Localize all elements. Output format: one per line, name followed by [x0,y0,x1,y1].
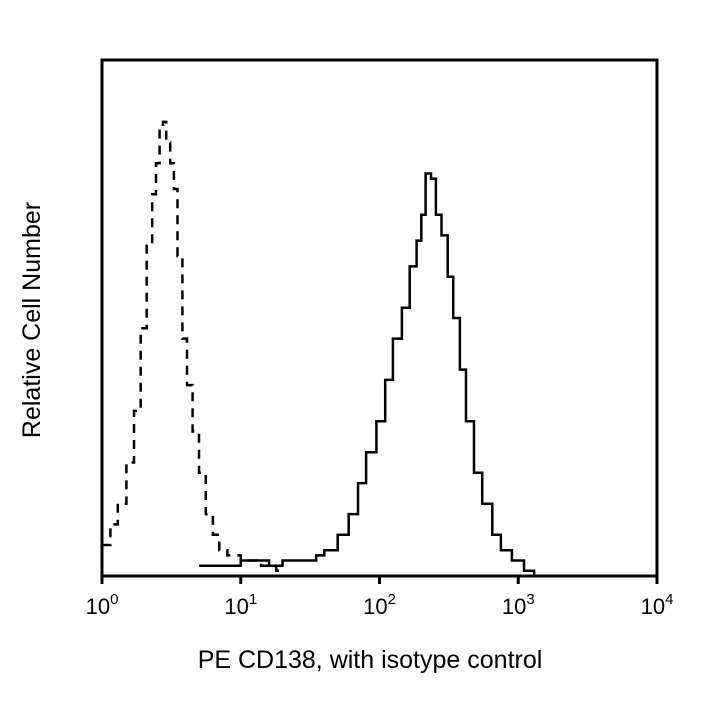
x-axis-ticks [100,576,659,584]
y-axis-title: Relative Cell Number [18,202,46,438]
x-tick-label-base: 10 [86,594,110,619]
x-tick-label-exponent: 1 [249,591,257,608]
x-tick-label-exponent: 2 [388,591,396,608]
plot-frame [100,58,659,578]
x-tick-label: 103 [502,591,535,619]
x-tick-label: 104 [641,591,674,619]
x-tick-label-base: 10 [224,594,248,619]
x-tick-label-exponent: 4 [665,591,673,608]
x-tick-label-base: 10 [641,594,665,619]
series-group [102,120,536,576]
x-tick-label-exponent: 0 [110,591,118,608]
x-tick-label-exponent: 3 [526,591,534,608]
x-axis-tick-labels: 100 101 102 103 104 [86,591,674,619]
x-tick-label-base: 10 [363,594,387,619]
x-axis-title: PE CD138, with isotype control [198,646,543,674]
x-tick-label: 102 [363,591,396,619]
pe-cd138-line [199,172,536,576]
x-tick-label: 100 [86,591,119,619]
isotype-control-line [102,120,283,573]
x-tick-label-base: 10 [502,594,526,619]
x-tick-label: 101 [224,591,257,619]
